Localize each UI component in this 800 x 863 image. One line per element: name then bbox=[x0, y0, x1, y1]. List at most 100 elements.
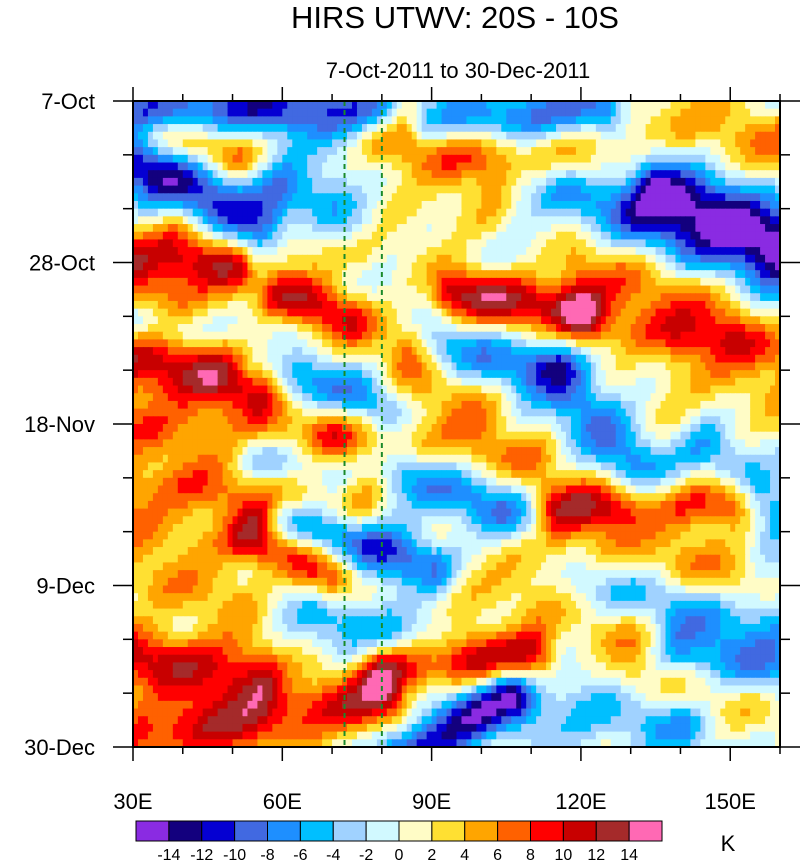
heatmap-cell bbox=[451, 339, 458, 348]
heatmap-cell bbox=[770, 170, 776, 179]
heatmap-cell bbox=[426, 377, 433, 387]
heatmap-cell bbox=[536, 385, 542, 394]
heatmap-cell bbox=[705, 362, 711, 371]
heatmap-cell bbox=[531, 247, 537, 256]
heatmap-cell bbox=[660, 139, 667, 148]
heatmap-cell bbox=[705, 385, 711, 394]
heatmap-cell bbox=[755, 170, 761, 179]
heatmap-cell bbox=[705, 208, 711, 217]
heatmap-cell bbox=[406, 124, 413, 133]
heatmap-cell bbox=[486, 101, 492, 110]
heatmap-cell bbox=[426, 208, 433, 217]
heatmap-cell bbox=[142, 224, 149, 233]
heatmap-cell bbox=[645, 216, 652, 225]
heatmap-cell bbox=[337, 285, 343, 294]
heatmap-cell bbox=[770, 324, 776, 333]
heatmap-cell bbox=[347, 300, 353, 310]
heatmap-cell bbox=[585, 231, 592, 241]
heatmap-cell bbox=[406, 262, 413, 271]
heatmap-cell bbox=[521, 362, 527, 371]
heatmap-cell bbox=[347, 162, 353, 171]
heatmap-cell bbox=[580, 270, 587, 279]
heatmap-cell bbox=[466, 200, 473, 210]
heatmap-cell bbox=[730, 131, 736, 141]
heatmap-cell bbox=[665, 331, 672, 340]
heatmap-cell bbox=[436, 285, 443, 294]
heatmap-cell bbox=[660, 285, 667, 294]
heatmap-cell bbox=[531, 200, 537, 210]
heatmap-cell bbox=[237, 200, 244, 210]
heatmap-cell bbox=[207, 154, 214, 164]
heatmap-cell bbox=[232, 224, 239, 233]
heatmap-cell bbox=[775, 316, 780, 325]
heatmap-cell bbox=[406, 177, 413, 187]
heatmap-cell bbox=[237, 231, 244, 241]
heatmap-cell bbox=[381, 170, 388, 179]
heatmap-cell bbox=[456, 285, 463, 294]
heatmap-cell bbox=[605, 108, 612, 117]
heatmap-cell bbox=[133, 162, 139, 171]
heatmap-cell bbox=[615, 339, 622, 348]
heatmap-cell bbox=[416, 177, 423, 187]
heatmap-cell bbox=[585, 254, 592, 264]
heatmap-cell bbox=[172, 247, 179, 256]
heatmap-cell bbox=[227, 339, 234, 348]
heatmap-cell bbox=[361, 216, 368, 225]
heatmap-cell bbox=[635, 316, 642, 325]
heatmap-cell bbox=[133, 254, 139, 264]
heatmap-cell bbox=[640, 285, 647, 294]
heatmap-cell bbox=[765, 124, 771, 133]
heatmap-cell bbox=[327, 377, 333, 387]
heatmap-cell bbox=[715, 101, 721, 110]
heatmap-cell bbox=[207, 300, 214, 310]
heatmap-cell bbox=[556, 239, 562, 248]
heatmap-cell bbox=[366, 347, 373, 356]
heatmap-cell bbox=[650, 139, 657, 148]
heatmap-cell bbox=[481, 377, 487, 387]
heatmap-cell bbox=[541, 193, 547, 202]
heatmap-cell bbox=[476, 131, 482, 141]
heatmap-cell bbox=[386, 170, 393, 179]
heatmap-cell bbox=[386, 154, 393, 164]
heatmap-cell bbox=[282, 170, 288, 179]
heatmap-cell bbox=[541, 377, 547, 387]
heatmap-cell bbox=[670, 200, 677, 210]
heatmap-cell bbox=[720, 377, 726, 387]
heatmap-cell bbox=[416, 347, 423, 356]
heatmap-cell bbox=[551, 193, 557, 202]
heatmap-cell bbox=[302, 208, 308, 217]
heatmap-cell bbox=[257, 393, 263, 402]
heatmap-cell bbox=[426, 239, 433, 248]
heatmap-cell bbox=[605, 124, 612, 133]
heatmap-cell bbox=[620, 247, 627, 256]
heatmap-cell bbox=[371, 285, 378, 294]
heatmap-cell bbox=[202, 370, 209, 379]
heatmap-cell bbox=[685, 116, 692, 125]
heatmap-cell bbox=[217, 270, 224, 279]
heatmap-cell bbox=[152, 216, 159, 225]
heatmap-cell bbox=[720, 193, 726, 202]
heatmap-cell bbox=[461, 331, 468, 340]
heatmap-cell bbox=[770, 339, 776, 348]
heatmap-cell bbox=[157, 347, 164, 356]
heatmap-cell bbox=[685, 239, 692, 248]
heatmap-cell bbox=[167, 131, 174, 141]
heatmap-cell bbox=[640, 208, 647, 217]
heatmap-cell bbox=[386, 208, 393, 217]
heatmap-cell bbox=[685, 254, 692, 264]
heatmap-cell bbox=[332, 377, 338, 387]
heatmap-cell bbox=[436, 277, 443, 287]
heatmap-cell bbox=[670, 154, 677, 164]
heatmap-cell bbox=[187, 239, 194, 248]
heatmap-cell bbox=[620, 339, 627, 348]
heatmap-cell bbox=[356, 316, 363, 325]
heatmap-cell bbox=[401, 200, 408, 210]
heatmap-cell bbox=[431, 247, 438, 256]
heatmap-cell bbox=[391, 254, 398, 264]
heatmap-cell bbox=[481, 177, 487, 187]
heatmap-cell bbox=[526, 285, 532, 294]
heatmap-cell bbox=[332, 300, 338, 310]
heatmap-cell bbox=[650, 193, 657, 202]
heatmap-cell bbox=[755, 231, 761, 241]
heatmap-cell bbox=[570, 262, 577, 271]
